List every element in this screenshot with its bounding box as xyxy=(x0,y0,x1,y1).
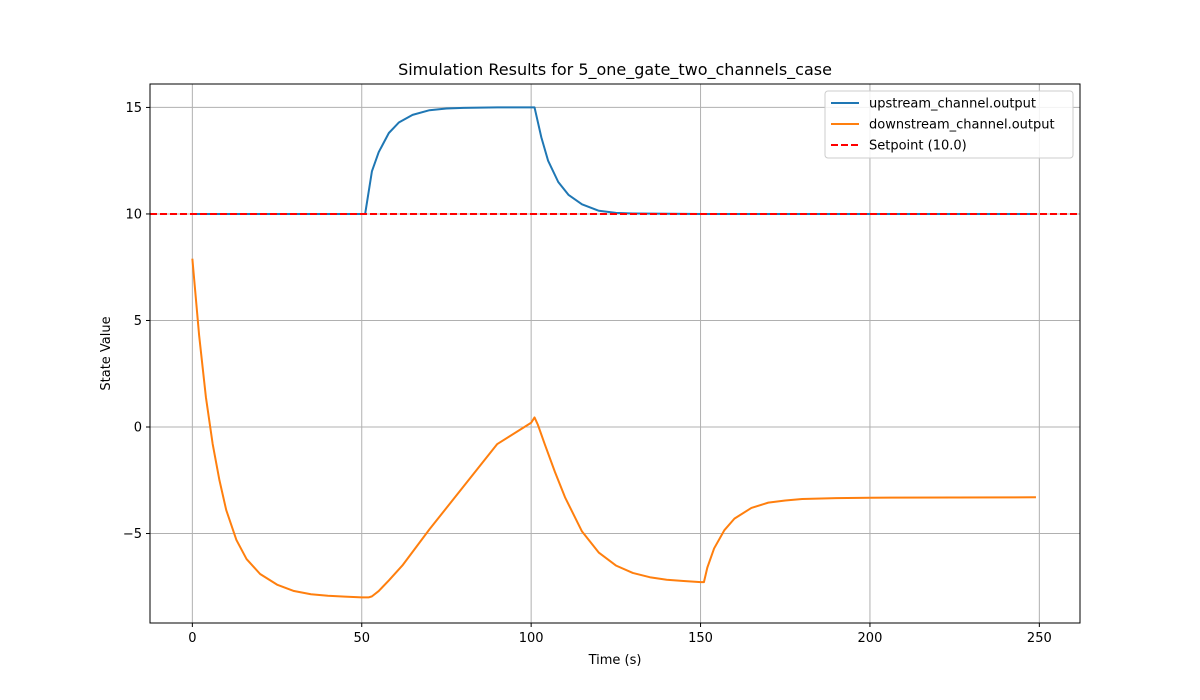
y-axis-label: State Value xyxy=(99,316,114,390)
plot-frame xyxy=(149,83,1081,624)
x-tick-label: 100 xyxy=(519,631,544,646)
y-tick-label: 10 xyxy=(125,207,142,222)
x-tick-label: 200 xyxy=(858,631,883,646)
x-tick-label: 250 xyxy=(1027,631,1052,646)
legend-label-2: Setpoint (10.0) xyxy=(869,139,967,154)
y-tick-label: 15 xyxy=(125,101,142,116)
legend-box xyxy=(824,90,1074,159)
grid xyxy=(150,84,1080,623)
legend-label-1: downstream_channel.output xyxy=(869,118,1055,133)
legend: upstream_channel.output downstream_channe… xyxy=(824,90,1074,159)
chart-title: Simulation Results for 5_one_gate_two_ch… xyxy=(398,60,832,80)
y-tick-label: 0 xyxy=(134,421,142,436)
x-tick-label: 50 xyxy=(353,631,370,646)
ticks: 0 50 100 150 200 250 −5 0 5 10 15 xyxy=(123,101,1052,646)
x-tick-label: 150 xyxy=(688,631,713,646)
y-tick-label: −5 xyxy=(123,527,142,542)
series-layer xyxy=(150,106,1080,599)
series-line-1 xyxy=(191,258,1036,599)
x-axis-label: Time (s) xyxy=(588,653,642,668)
x-tick-label: 0 xyxy=(188,631,196,646)
legend-label-0: upstream_channel.output xyxy=(869,97,1036,112)
y-tick-label: 5 xyxy=(134,314,142,329)
